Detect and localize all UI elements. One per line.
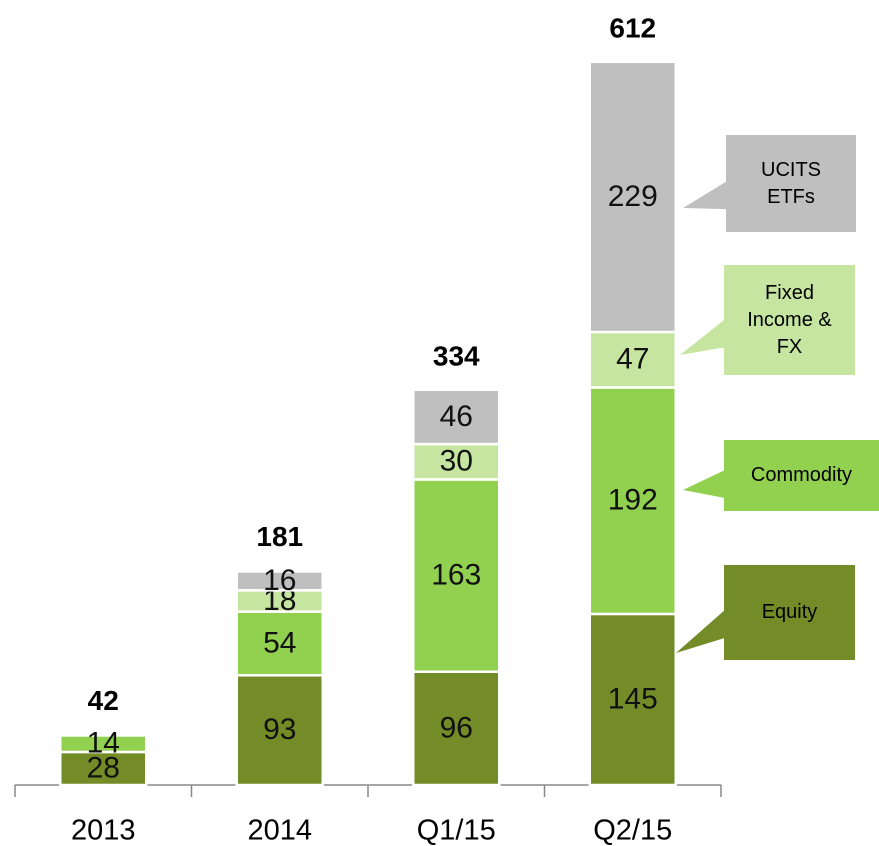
bar-segment: [588, 386, 677, 616]
x-tick-label: 2013: [71, 815, 136, 846]
data-label: 229: [608, 180, 658, 213]
data-label: 30: [440, 445, 473, 478]
data-label: 28: [87, 751, 120, 784]
data-label: 145: [608, 682, 658, 715]
total-label: 334: [433, 340, 480, 371]
data-label: 47: [616, 343, 649, 376]
legend-label: Fixed Income & FX: [747, 281, 832, 358]
x-tick-label: Q2/15: [593, 815, 672, 846]
bar-segment: [588, 612, 677, 787]
bar-segment: [588, 330, 677, 389]
data-label: 46: [440, 400, 473, 433]
total-label: 612: [609, 12, 656, 43]
legend-label: UCITS ETFs: [761, 158, 821, 208]
data-label: 93: [263, 713, 296, 746]
x-tick-label: Q1/15: [417, 815, 496, 846]
bar-segment: [235, 570, 324, 592]
data-label: 16: [263, 564, 296, 597]
data-label: 96: [440, 711, 473, 744]
legend-label: Equity: [761, 601, 818, 623]
legend-callout: Fixed Income & FX: [724, 265, 855, 375]
bar-segment: [412, 478, 501, 673]
bar-segment: [588, 60, 677, 334]
data-label: 192: [608, 484, 658, 517]
data-label: 14: [87, 727, 120, 760]
data-label: 54: [263, 626, 296, 659]
callout-pointer: [683, 470, 725, 499]
legend-callout: Commodity: [724, 440, 879, 511]
callout-pointer: [683, 181, 727, 210]
data-label: 163: [431, 559, 481, 592]
bar-segment: [412, 388, 501, 446]
legend-callout: Equity: [724, 565, 855, 660]
legend-callout: UCITS ETFs: [726, 135, 856, 232]
bar-segment: [412, 442, 501, 481]
total-label: 181: [256, 521, 303, 552]
total-label: 42: [88, 685, 119, 716]
bar-segment: [59, 734, 148, 754]
legend-label: Commodity: [750, 464, 853, 486]
callout-pointer: [680, 319, 725, 355]
x-tick-label: 2014: [247, 815, 312, 846]
callout-pointer: [676, 609, 725, 653]
